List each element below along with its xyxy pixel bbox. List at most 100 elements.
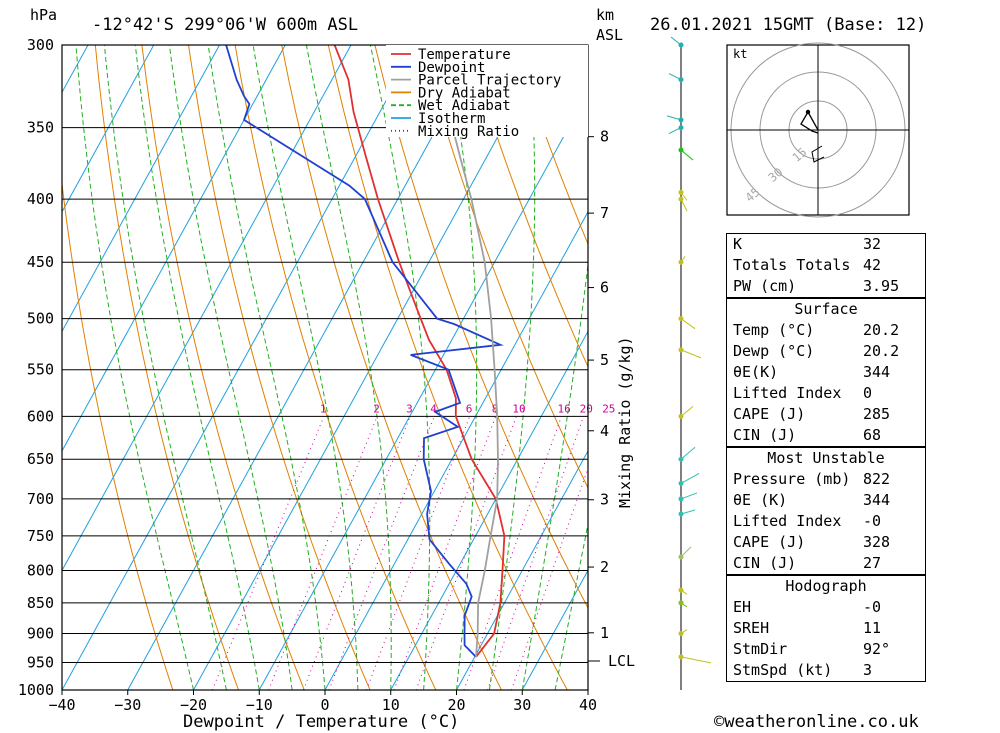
isotherm-line: [62, 45, 418, 690]
pressure-tick-label: 850: [27, 594, 54, 612]
index-row: StmDir 92°: [733, 640, 891, 658]
indices-top-box: K 32 Totals Totals 42 PW (cm) 3.95: [726, 233, 926, 298]
wind-barb-dot: [678, 147, 684, 153]
legend-label: Parcel Trajectory: [418, 73, 561, 89]
x-tick-label: −40: [48, 696, 75, 714]
wind-barb-dot: [678, 511, 684, 517]
wet-adiabat-line: [445, 45, 478, 690]
index-row: Dewp (°C) 20.2: [733, 342, 900, 360]
wind-barb-dot: [678, 496, 684, 502]
index-row: EH -0: [733, 598, 882, 616]
height-tick-label: 2: [600, 558, 609, 576]
wind-barb-dot: [678, 42, 684, 48]
index-row: CAPE (J) 328: [733, 533, 891, 551]
hodograph-trace: [800, 110, 819, 134]
wind-barb-dot: [678, 196, 684, 202]
x-tick-label: 10: [382, 696, 400, 714]
wind-barb-dot: [678, 554, 684, 560]
dry-adiabat-line: [467, 45, 588, 368]
wind-barb-dot: [678, 631, 684, 637]
wind-barb: [680, 405, 694, 417]
isotherm-line: [324, 210, 588, 690]
x-tick-label: 40: [579, 696, 597, 714]
hodograph-point: [805, 109, 811, 115]
datetime-title: 26.01.2021 15GMT (Base: 12): [650, 15, 926, 35]
series-line-parcel-trajectory: [443, 95, 499, 657]
wind-barb-dot: [678, 77, 684, 83]
mixing-ratio-line: [487, 416, 585, 690]
wind-barb-column: [666, 36, 712, 690]
mixing-ratio-label: 8: [492, 402, 499, 415]
pressure-tick-label: 950: [27, 654, 54, 672]
index-row: Lifted Index -0: [733, 512, 882, 530]
pressure-tick-label: 1000: [18, 681, 54, 699]
pressure-tick-label: 650: [27, 450, 54, 468]
wind-barb-dot: [678, 587, 684, 593]
wind-barb-dot: [678, 117, 684, 123]
mixing-ratio-label: 3: [406, 402, 413, 415]
pressure-tick-label: 450: [27, 253, 54, 271]
most-unstable-title: Most Unstable: [767, 449, 885, 467]
hodograph-indices-box: Hodograph EH -0 SREH 11 StmDir 92° StmSpd (…: [726, 575, 926, 682]
pressure-axis: 300 350 400 450 500 550 600 650 700 750 800 850 900 9…: [18, 36, 54, 699]
pressure-tick-label: 350: [27, 119, 54, 137]
dry-adiabat-line: [514, 45, 588, 246]
mixing-ratio-label: 10: [512, 402, 525, 415]
x-axis-label: Dewpoint / Temperature (°C): [183, 712, 459, 732]
index-row: CAPE (J) 285: [733, 405, 891, 423]
x-tick-label: −30: [114, 696, 141, 714]
index-row: CIN (J) 27: [733, 554, 882, 572]
height-tick-label: 5: [600, 351, 609, 369]
lcl-label: LCL: [608, 652, 635, 670]
legend-label: Dry Adiabat: [418, 85, 511, 101]
height-tick-label: 6: [600, 279, 609, 297]
surface-title: Surface: [794, 300, 858, 318]
temperature-axis: −40 −30 −20 −10 0 10 20 30 40: [48, 690, 597, 714]
location-title: -12°42'S 299°06'W 600m ASL: [92, 15, 358, 35]
series-line-dewpoint: [225, 45, 504, 658]
wet-adiabat-line: [587, 687, 588, 690]
height-tick-label: 7: [600, 204, 609, 222]
height-tick-label: 1: [600, 624, 609, 642]
wind-barb-dot: [678, 456, 684, 462]
pressure-tick-label: 750: [27, 527, 54, 545]
x-tick-label: −20: [180, 696, 207, 714]
mixing-ratio-label: 20: [580, 402, 593, 415]
storm-motion-marker: [806, 129, 825, 163]
wind-barb-dot: [678, 480, 684, 486]
mixing-ratio-label: 2: [373, 402, 380, 415]
hodograph: kt 15 30 45: [726, 42, 910, 218]
index-row: K 32: [733, 235, 882, 253]
isotherm-line: [456, 449, 588, 690]
legend-label: Temperature: [418, 47, 511, 63]
wet-adiabat-line: [369, 45, 431, 690]
pressure-tick-label: 550: [27, 361, 54, 379]
wind-barb-dot: [678, 347, 684, 353]
isotherm-line: [0, 45, 22, 690]
series-line-temperature: [333, 45, 506, 658]
wind-barb: [680, 446, 696, 460]
mixing-ratio-label: 16: [558, 402, 571, 415]
sounding-series: [225, 45, 506, 658]
wind-barb: [680, 149, 694, 161]
dry-adiabat-line: [981, 45, 1000, 690]
wind-barb: [680, 656, 712, 664]
mixing-ratio-axis-label: Mixing Ratio (g/kg): [616, 336, 634, 508]
index-row: Temp (°C) 20.2: [733, 321, 900, 339]
wet-adiabat-line: [554, 521, 588, 690]
pressure-tick-label: 600: [27, 407, 54, 425]
pressure-tick-label: 700: [27, 490, 54, 508]
wind-barb-dot: [678, 125, 684, 131]
wind-barb: [680, 492, 698, 500]
isotherm-line: [62, 45, 220, 333]
index-row: θE (K) 344: [733, 491, 891, 509]
wet-adiabat-line: [75, 45, 194, 690]
mixing-ratio-labels: 1 2 3 4 6 8 10 16 20 25: [320, 402, 616, 415]
pressure-tick-label: 900: [27, 625, 54, 643]
pressure-tick-label: 500: [27, 310, 54, 328]
pressure-tick-label: 800: [27, 561, 54, 579]
mixing-ratio-label: 25: [602, 402, 615, 415]
pressure-tick-label: 400: [27, 190, 54, 208]
